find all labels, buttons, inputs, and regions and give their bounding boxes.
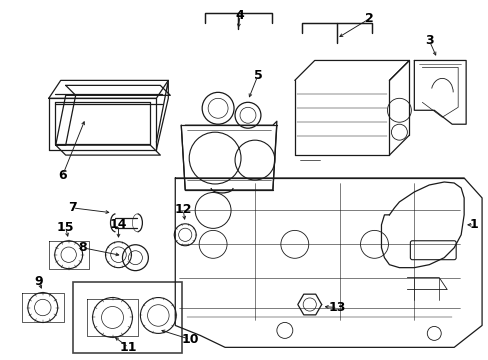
Text: 13: 13 [328, 301, 346, 314]
Text: 10: 10 [181, 333, 199, 346]
FancyBboxPatch shape [409, 241, 455, 260]
Text: 7: 7 [68, 201, 77, 215]
Text: 11: 11 [120, 341, 137, 354]
Text: 15: 15 [57, 221, 74, 234]
Text: 4: 4 [235, 9, 244, 22]
Text: 3: 3 [424, 34, 433, 47]
Text: 14: 14 [109, 218, 127, 231]
Bar [73, 282, 182, 353]
Text: 12: 12 [174, 203, 192, 216]
Text: 9: 9 [35, 275, 43, 288]
Text: 1: 1 [469, 218, 477, 231]
Text: 5: 5 [253, 69, 262, 82]
Text: 8: 8 [78, 241, 87, 254]
Text: 2: 2 [365, 12, 373, 25]
Text: 6: 6 [58, 168, 67, 181]
